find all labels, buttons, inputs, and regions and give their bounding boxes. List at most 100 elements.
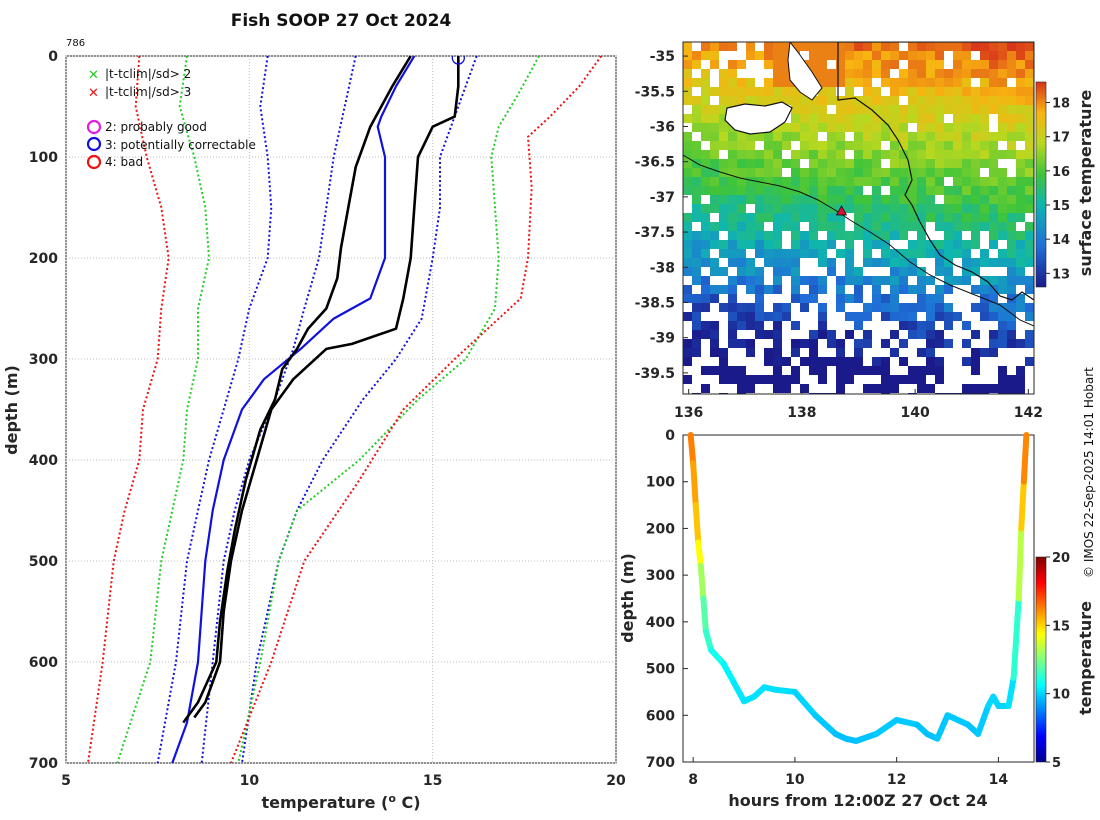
sst-cell xyxy=(1025,150,1034,159)
sst-cell xyxy=(854,105,863,114)
sst-cell xyxy=(917,69,926,78)
sst-cell xyxy=(953,177,962,186)
sst-cell xyxy=(800,294,809,303)
sst-cell xyxy=(728,69,737,78)
sst-cell xyxy=(782,213,791,222)
sst-cell xyxy=(980,96,989,105)
sst-cell xyxy=(737,96,746,105)
sst-cell xyxy=(926,312,935,321)
map-xtick-label: 138 xyxy=(787,405,816,421)
sst-cell xyxy=(764,51,773,60)
track-segment xyxy=(1018,478,1027,532)
sst-cell xyxy=(719,141,728,150)
sst-cell xyxy=(881,339,890,348)
sst-cell xyxy=(953,42,962,51)
sst-cells xyxy=(683,42,1034,394)
sst-cell xyxy=(710,267,719,276)
sst-cell xyxy=(800,384,809,393)
sst-cell xyxy=(818,78,827,87)
sst-cell xyxy=(827,141,836,150)
sst-cell xyxy=(881,150,890,159)
sst-cell xyxy=(683,294,692,303)
sst-cell xyxy=(881,51,890,60)
sst-cell xyxy=(809,231,818,240)
sst-cell xyxy=(755,213,764,222)
sst-cell xyxy=(989,240,998,249)
sst-cell xyxy=(944,213,953,222)
track-segment xyxy=(944,712,971,728)
sst-cell xyxy=(989,42,998,51)
sst-cell xyxy=(746,159,755,168)
profile-id: 786 xyxy=(66,38,85,49)
sst-cell xyxy=(683,285,692,294)
sst-cell xyxy=(989,204,998,213)
sst-cell xyxy=(881,213,890,222)
sst-cell xyxy=(701,51,710,60)
sst-cell xyxy=(791,222,800,231)
sst-cell xyxy=(827,96,836,105)
sst-cell xyxy=(845,294,854,303)
sst-cell xyxy=(827,87,836,96)
sst-cell xyxy=(737,240,746,249)
sst-cell xyxy=(845,123,854,132)
sst-cell xyxy=(872,132,881,141)
sst-cell xyxy=(962,339,971,348)
sst-cell xyxy=(989,168,998,177)
sst-cell xyxy=(881,240,890,249)
profile-ytick-label: 300 xyxy=(29,352,58,368)
sst-cell xyxy=(755,204,764,213)
sst-cell xyxy=(944,150,953,159)
sst-cell xyxy=(836,357,845,366)
sst-cell xyxy=(800,177,809,186)
sst-cell xyxy=(989,78,998,87)
sst-cell xyxy=(809,150,818,159)
sst-cell xyxy=(836,177,845,186)
sst-cell xyxy=(899,339,908,348)
track-plot-area xyxy=(682,434,1035,763)
sst-cell xyxy=(944,339,953,348)
sst-cell xyxy=(935,168,944,177)
sst-cell xyxy=(881,105,890,114)
sst-cell xyxy=(1016,258,1025,267)
sst-cell xyxy=(854,267,863,276)
profile-series-clim-1sd-inner xyxy=(200,56,357,763)
track-xtick-label: 8 xyxy=(688,772,698,788)
sst-cell xyxy=(872,51,881,60)
sst-cell xyxy=(926,60,935,69)
sst-cell xyxy=(998,213,1007,222)
sst-cell xyxy=(944,321,953,330)
sst-cell xyxy=(908,330,917,339)
sst-cell xyxy=(818,150,827,159)
track-segment xyxy=(771,686,798,695)
sst-cell xyxy=(1016,123,1025,132)
legend-flag-2-label: |t-tclim|/sd> 2 xyxy=(105,67,191,81)
sst-cell xyxy=(764,213,773,222)
sst-cell xyxy=(719,375,728,384)
sst-cell xyxy=(998,60,1007,69)
sst-cell xyxy=(962,240,971,249)
sst-cell xyxy=(728,132,737,141)
sst-cell xyxy=(908,285,917,294)
sst-cell xyxy=(890,141,899,150)
sst-cell xyxy=(836,78,845,87)
legend-flag-3-marker: ✕ xyxy=(88,86,99,101)
sst-cell xyxy=(791,321,800,330)
sst-cell xyxy=(746,240,755,249)
sst-cell xyxy=(998,177,1007,186)
sst-cell xyxy=(926,132,935,141)
sst-cell xyxy=(827,150,836,159)
sst-cell xyxy=(908,312,917,321)
sst-cell xyxy=(701,159,710,168)
sst-cell xyxy=(791,132,800,141)
sst-cell xyxy=(809,213,818,222)
sst-cell xyxy=(962,132,971,141)
sst-cell xyxy=(908,114,917,123)
sst-cell xyxy=(746,87,755,96)
sst-cell xyxy=(755,51,764,60)
sst-cell xyxy=(899,321,908,330)
sst-cell xyxy=(1007,141,1016,150)
sst-cell xyxy=(917,240,926,249)
sst-cell xyxy=(971,204,980,213)
map-xtick-label: 136 xyxy=(674,405,703,421)
